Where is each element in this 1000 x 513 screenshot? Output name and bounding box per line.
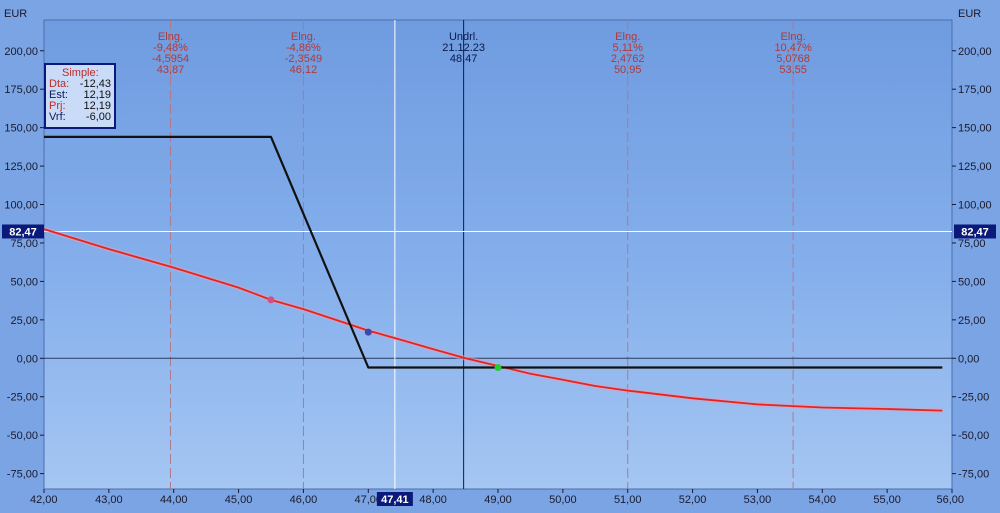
crosshair-x-label-bg bbox=[376, 492, 413, 506]
vline-4-label-2: 5,0768 bbox=[776, 53, 810, 65]
vline-3-label-0: Elng. bbox=[615, 31, 640, 43]
crosshair bbox=[44, 20, 952, 489]
y-tick-left-9: -25,00 bbox=[7, 392, 38, 404]
y-axis-unit-left: EUR bbox=[4, 8, 27, 20]
vline-1-label-2: -2,3549 bbox=[285, 53, 322, 65]
y-tick-left-1: 175,00 bbox=[4, 84, 38, 96]
x-tick-13: 55,00 bbox=[873, 494, 901, 506]
vline-2-label-1: 21.12.23 bbox=[442, 42, 485, 54]
vline-4-label-1: 10,47% bbox=[774, 42, 812, 54]
legend-value-0: -12,43 bbox=[80, 78, 111, 90]
crosshair-y-label-right-bg bbox=[954, 224, 996, 239]
y-tick-right-5: 75,00 bbox=[958, 238, 986, 250]
vline-3-label-2: 2,4762 bbox=[611, 53, 645, 65]
y-tick-left-6: 50,00 bbox=[10, 276, 38, 288]
x-tick-4: 46,00 bbox=[290, 494, 318, 506]
y-tick-right-11: -75,00 bbox=[958, 469, 989, 481]
vline-2-label-2: 48,47 bbox=[450, 53, 478, 65]
vline-1-label-0: Elng. bbox=[291, 31, 316, 43]
vline-4-label-0: Elng. bbox=[781, 31, 806, 43]
series-points bbox=[267, 296, 502, 372]
y-tick-left-11: -75,00 bbox=[7, 469, 38, 481]
vline-1-label-3: 46,12 bbox=[290, 64, 318, 76]
x-tick-5: 47,00 bbox=[355, 494, 383, 506]
y-tick-right-8: 0,00 bbox=[958, 353, 979, 365]
y-tick-right-10: -50,00 bbox=[958, 430, 989, 442]
vline-2-label-0: Undrl. bbox=[449, 31, 478, 43]
legend-key-0: Dta: bbox=[49, 78, 69, 90]
vline-4-label-3: 53,55 bbox=[779, 64, 807, 76]
x-tick-12: 54,00 bbox=[809, 494, 837, 506]
legend-key-1: Est: bbox=[49, 89, 68, 101]
y-tick-left-10: -50,00 bbox=[7, 430, 38, 442]
x-tick-14: 56,00 bbox=[936, 494, 964, 506]
y-tick-right-2: 150,00 bbox=[958, 123, 992, 135]
point-0 bbox=[267, 296, 275, 304]
y-tick-right-4: 100,00 bbox=[958, 200, 992, 212]
x-tick-0: 42,00 bbox=[30, 494, 58, 506]
plot-area bbox=[43, 19, 953, 490]
y-tick-right-9: -25,00 bbox=[958, 392, 989, 404]
crosshair-y-label-left: 82,47 bbox=[9, 226, 37, 238]
vertical-markers: Elng.-9,48%-4,595443,87Elng.-4,86%-2,354… bbox=[152, 20, 812, 489]
crosshair-labels: 82,47 82,47 47,41 bbox=[2, 224, 996, 506]
crosshair-y-label-left-bg bbox=[2, 224, 44, 239]
y-tick-right-3: 125,00 bbox=[958, 161, 992, 173]
legend-value-1: 12,19 bbox=[83, 89, 111, 101]
y-tick-left-3: 125,00 bbox=[4, 161, 38, 173]
crosshair-y-label-right: 82,47 bbox=[961, 226, 989, 238]
x-tick-6: 48,00 bbox=[419, 494, 447, 506]
series-0-line bbox=[43, 228, 943, 412]
legend-title: Simple: bbox=[62, 67, 99, 79]
series-lines bbox=[43, 135, 943, 414]
legend-box: Simple: Dta: -12,43 Est: 12,19 Prj: 12,19 Vrf:… bbox=[44, 63, 116, 129]
x-tick-9: 51,00 bbox=[614, 494, 642, 506]
x-tick-11: 53,00 bbox=[744, 494, 772, 506]
legend-value-3: -6,00 bbox=[86, 111, 111, 123]
legend-items: Dta: -12,43 Est: 12,19 Prj: 12,19 Vrf: -6,00 bbox=[49, 78, 111, 123]
legend-background bbox=[44, 63, 116, 129]
y-axis-unit-right: EUR bbox=[958, 8, 981, 20]
legend-key-3: Vrf: bbox=[49, 111, 66, 123]
x-tick-2: 44,00 bbox=[160, 494, 188, 506]
x-tick-7: 49,00 bbox=[484, 494, 512, 506]
y-tick-left-7: 25,00 bbox=[10, 315, 38, 327]
vline-0-label-3: 43,87 bbox=[157, 64, 185, 76]
x-tick-10: 52,00 bbox=[679, 494, 707, 506]
y-tick-right-0: 200,00 bbox=[958, 46, 992, 58]
vline-0-label-0: Elng. bbox=[158, 31, 183, 43]
x-tick-1: 43,00 bbox=[95, 494, 123, 506]
y-tick-right-6: 50,00 bbox=[958, 276, 986, 288]
x-axis-ticks: 42,00 43,00 44,00 45,00 46,00 47,00 48,00 49,00… bbox=[30, 489, 964, 506]
legend-key-2: Prj: bbox=[49, 100, 66, 112]
y-tick-left-4: 100,00 bbox=[4, 200, 38, 212]
vline-0-label-2: -4,5954 bbox=[152, 53, 189, 65]
y-axis-ticks: 200,00 200,00 175,00 175,00 150,00 150,00 125,… bbox=[4, 46, 991, 481]
x-tick-8: 50,00 bbox=[549, 494, 577, 506]
vline-0-label-1: -9,48% bbox=[153, 42, 188, 54]
y-tick-right-7: 25,00 bbox=[958, 315, 986, 327]
vline-1-label-1: -4,86% bbox=[286, 42, 321, 54]
vline-3-label-1: 5,11% bbox=[613, 42, 644, 54]
y-tick-left-2: 150,00 bbox=[4, 123, 38, 135]
x-tick-3: 45,00 bbox=[225, 494, 253, 506]
y-tick-left-5: 75,00 bbox=[10, 238, 38, 250]
legend-value-2: 12,19 bbox=[83, 100, 111, 112]
point-2 bbox=[494, 364, 502, 372]
vline-3-label-3: 50,95 bbox=[614, 64, 642, 76]
y-tick-left-0: 200,00 bbox=[4, 46, 38, 58]
point-1 bbox=[364, 328, 372, 336]
y-tick-right-1: 175,00 bbox=[958, 84, 992, 96]
crosshair-x-label: 47,41 bbox=[381, 494, 409, 506]
y-tick-left-8: 0,00 bbox=[17, 353, 38, 365]
series-1-line bbox=[44, 135, 943, 369]
